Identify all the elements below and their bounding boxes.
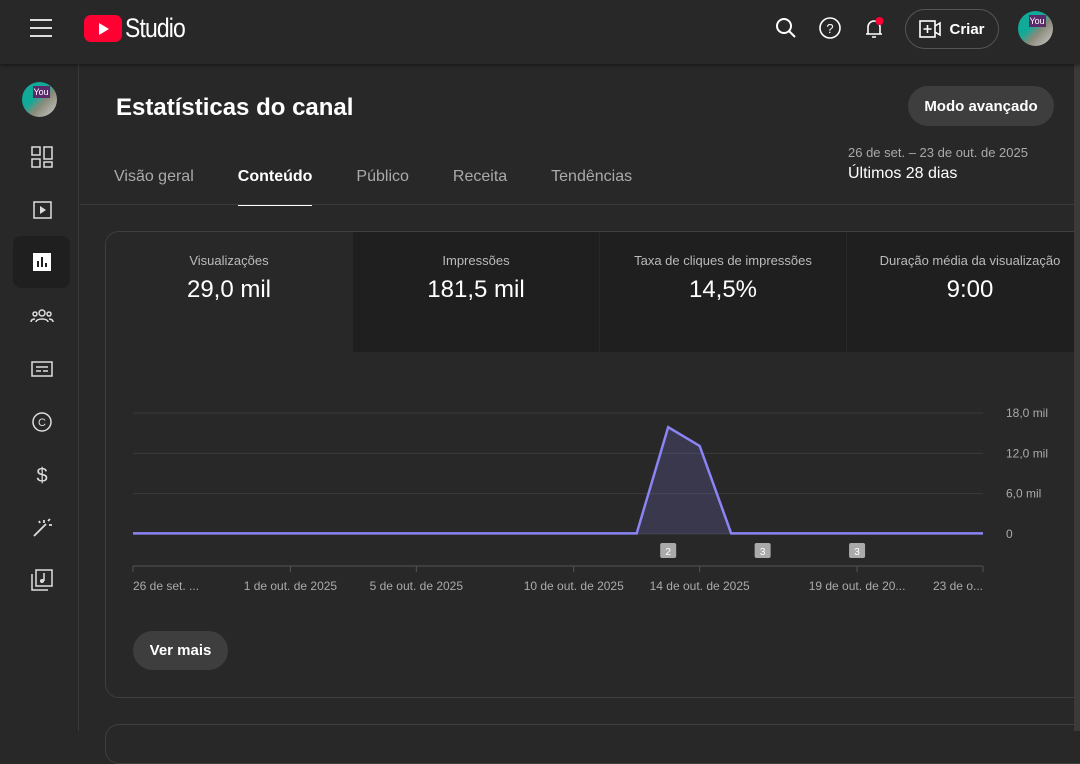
y-tick-label: 0 (1006, 527, 1013, 541)
x-tick-label: 19 de out. de 20... (809, 579, 906, 593)
search-icon[interactable] (774, 16, 798, 40)
publish-marker-label: 3 (854, 547, 860, 558)
views-chart: 0 6,0 mil 12,0 mil 18,0 mil 26 de set. ... 1 … (0, 0, 1080, 731)
help-icon[interactable]: ? (818, 16, 842, 40)
studio-logo[interactable]: Studio (84, 13, 196, 44)
x-tick-label: 10 de out. de 2025 (524, 579, 624, 593)
y-tick-label: 6,0 mil (1006, 487, 1041, 501)
svg-text:?: ? (826, 21, 833, 36)
brand-text: Studio (125, 13, 185, 44)
x-tick-label: 23 de o... (933, 579, 983, 593)
publish-marker-label: 2 (665, 547, 671, 558)
y-tick-label: 12,0 mil (1006, 446, 1048, 460)
notifications-icon[interactable] (862, 16, 886, 40)
area-fill (133, 427, 983, 534)
x-tick-label: 26 de set. ... (133, 579, 199, 593)
top-bar: Studio ? Criar (0, 0, 1080, 64)
series-line (133, 427, 983, 533)
see-more-button[interactable]: Ver mais (133, 631, 228, 670)
account-avatar[interactable] (1018, 11, 1053, 46)
y-tick-label: 18,0 mil (1006, 406, 1048, 420)
menu-icon[interactable] (30, 19, 52, 37)
scrollbar[interactable] (1074, 64, 1080, 731)
x-tick-label: 1 de out. de 2025 (244, 579, 338, 593)
create-button[interactable]: Criar (905, 9, 999, 49)
create-video-icon (919, 20, 941, 38)
publish-marker-label: 3 (760, 547, 766, 558)
next-card (105, 724, 1080, 764)
x-tick-label: 5 de out. de 2025 (370, 579, 464, 593)
x-tick-label: 14 de out. de 2025 (650, 579, 750, 593)
youtube-logo-icon (84, 15, 122, 42)
create-label: Criar (949, 21, 984, 38)
